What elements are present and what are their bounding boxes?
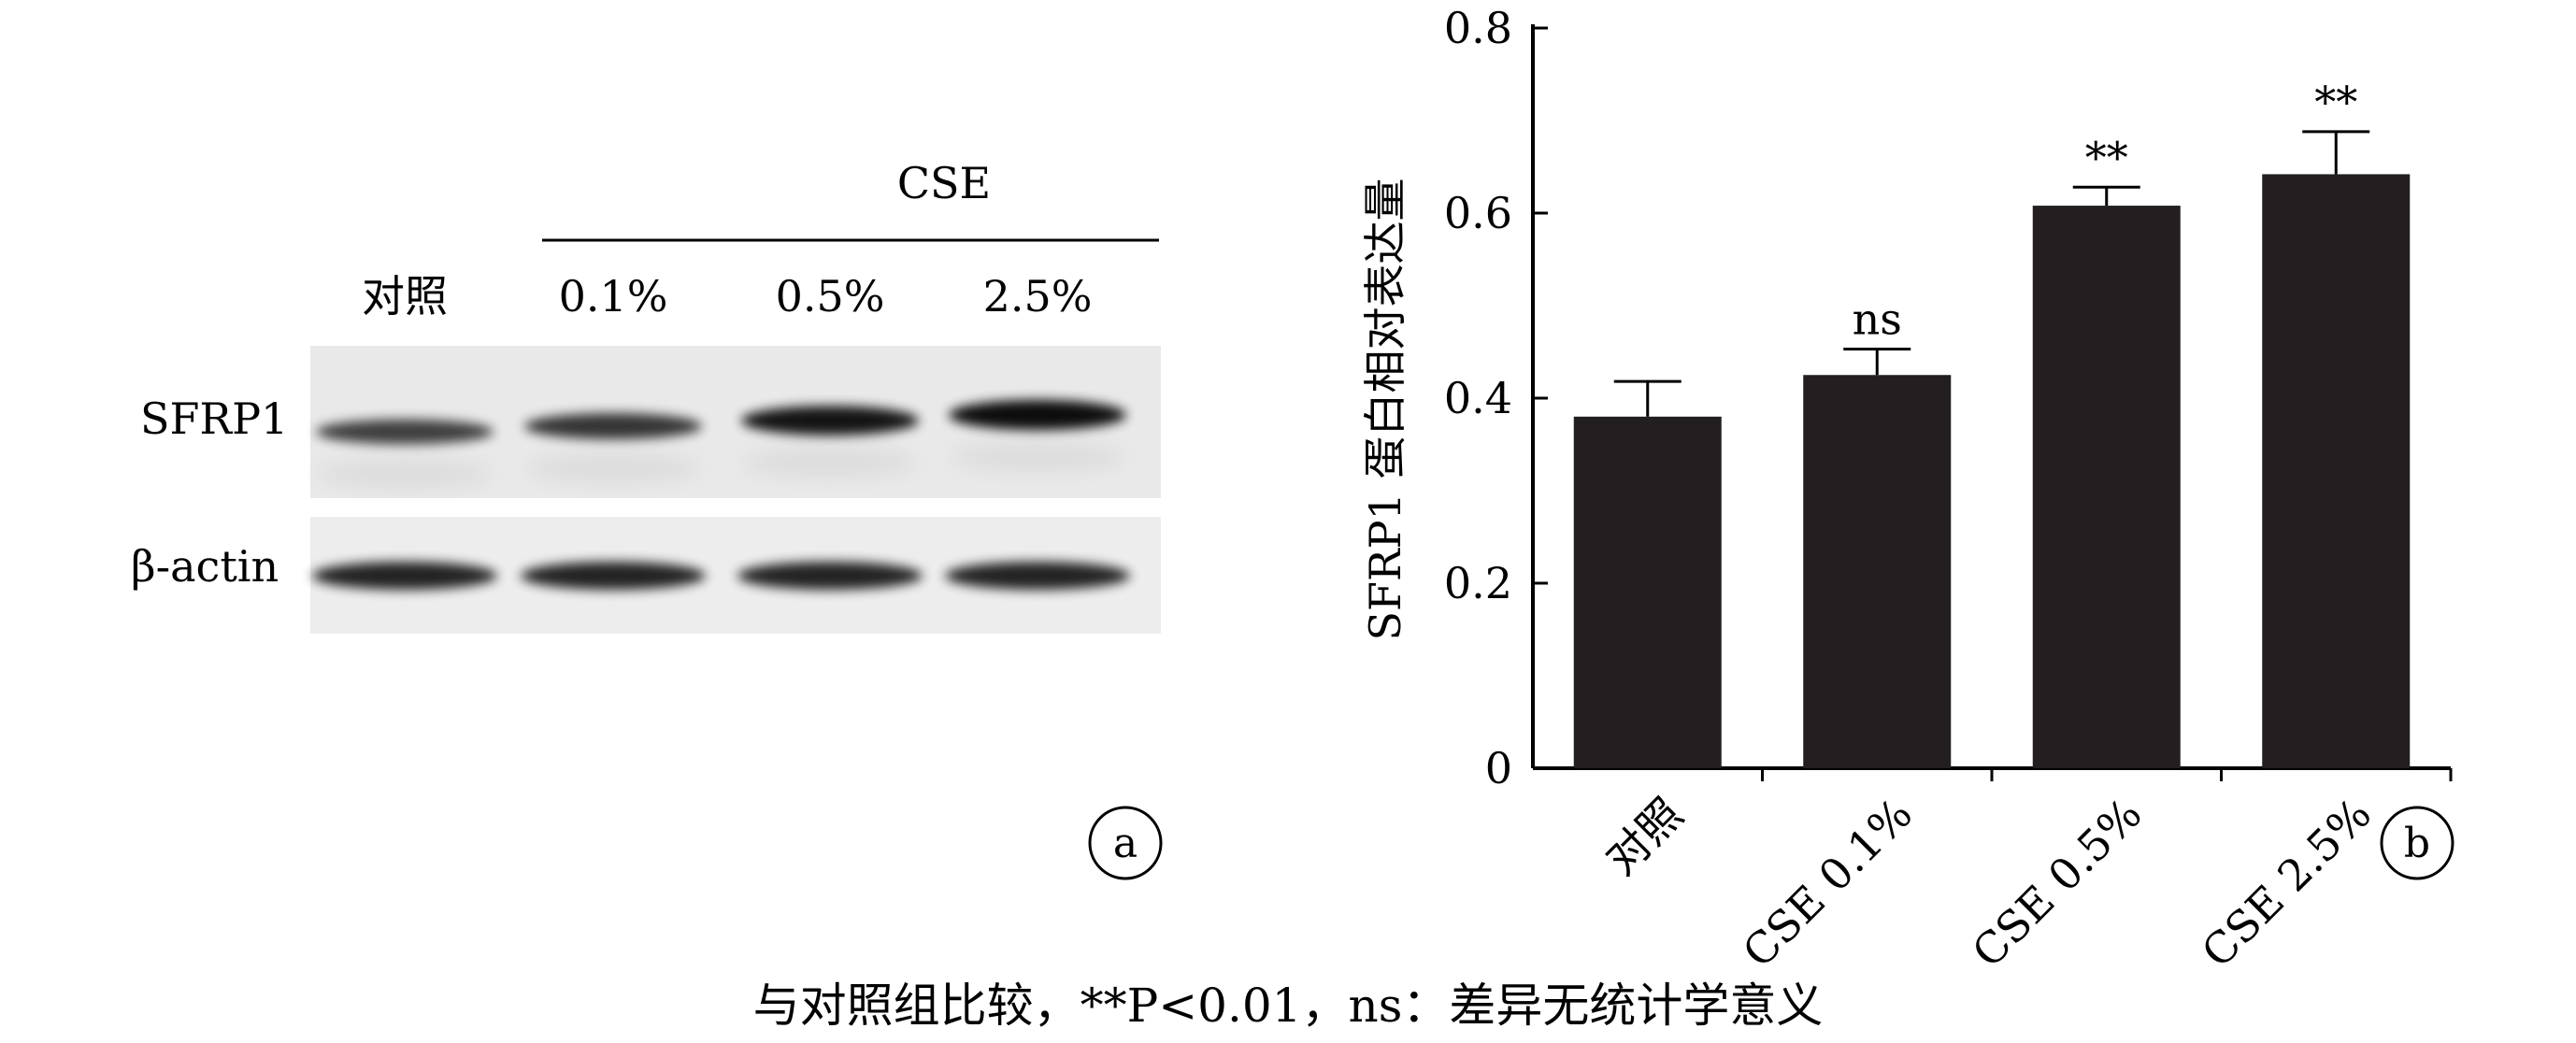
- panel-b-tag: b: [2404, 820, 2430, 867]
- panel-a: CSE 对照 0.1% 0.5% 2.5% SFRP1 β-actin a: [131, 158, 1163, 880]
- x-tick-label: CSE 2.5%: [2192, 789, 2381, 978]
- bar: [2032, 206, 2181, 768]
- sfrp1-band: [741, 406, 919, 436]
- x-tick-label: CSE 0.1%: [1733, 789, 1922, 978]
- y-tick-label: 0: [1485, 743, 1512, 793]
- x-tick-label: 对照: [1596, 789, 1692, 885]
- row-label-beta-actin: β-actin: [131, 541, 279, 592]
- y-axis: 0 0.2 0.4 0.6 0.8: [1444, 3, 1548, 793]
- significance-label: **: [2085, 132, 2128, 182]
- row-label-sfrp1: SFRP1: [140, 393, 288, 444]
- sfrp1-band: [316, 419, 494, 445]
- y-tick-label: 0.4: [1444, 373, 1512, 423]
- sfrp1-band-shadow: [316, 461, 494, 487]
- bar: [1573, 416, 1722, 768]
- panel-b: SFRP1 蛋白相对表达量 0 0.2 0.4 0.6 0.8 ns ** ** 对照 CSE…: [1360, 3, 2454, 978]
- lane-label-control: 对照: [362, 271, 448, 321]
- panel-a-tag-circle: [1088, 806, 1163, 880]
- lane-label-0-1: 0.1%: [559, 271, 668, 321]
- actin-band: [521, 562, 706, 590]
- cse-group-label: CSE: [897, 158, 991, 208]
- actin-band: [945, 562, 1130, 590]
- significance-annotations: ns ** **: [1853, 77, 2358, 345]
- panel-b-tag-circle: [2380, 806, 2454, 880]
- sfrp1-band-shadow: [741, 450, 919, 476]
- bars: [1573, 174, 2411, 769]
- figure-caption: 与对照组比较，**P<0.01，ns：差异无统计学意义: [753, 979, 1824, 1033]
- significance-label: **: [2314, 77, 2357, 127]
- significance-label: ns: [1853, 294, 1902, 345]
- lane-label-0-5: 0.5%: [776, 271, 885, 321]
- x-tick-labels: 对照 CSE 0.1% CSE 0.5% CSE 2.5%: [1596, 789, 2381, 978]
- bar: [2262, 174, 2411, 769]
- error-bars: [1613, 130, 2370, 417]
- lane-label-2-5: 2.5%: [983, 271, 1093, 321]
- sfrp1-bands: [316, 399, 1126, 487]
- x-tick-label: CSE 0.5%: [1962, 789, 2151, 978]
- sfrp1-band: [524, 413, 702, 439]
- actin-band: [312, 562, 497, 590]
- y-axis-title: SFRP1 蛋白相对表达量: [1360, 179, 1410, 641]
- x-axis: [1533, 766, 2453, 781]
- actin-bands: [312, 562, 1130, 590]
- bar: [1803, 375, 1952, 768]
- y-tick-label: 0.2: [1444, 558, 1512, 608]
- sfrp1-band: [949, 399, 1126, 431]
- sfrp1-band-shadow: [949, 444, 1126, 470]
- actin-band: [737, 562, 923, 590]
- y-tick-label: 0.8: [1444, 3, 1512, 53]
- y-tick-label: 0.6: [1444, 188, 1512, 238]
- panel-a-tag: a: [1113, 820, 1138, 867]
- sfrp1-band-shadow: [524, 455, 702, 481]
